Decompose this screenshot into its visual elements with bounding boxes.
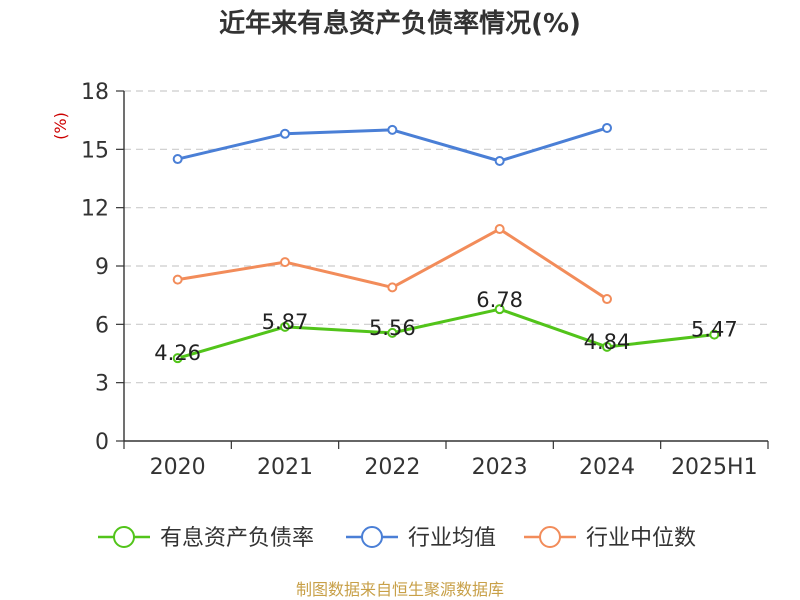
series-line [177, 307, 715, 360]
data-point [709, 329, 720, 340]
data-point [172, 274, 183, 285]
data-point [280, 128, 290, 139]
legend-marker [113, 526, 135, 548]
legend-item[interactable]: 行业均值 [346, 526, 496, 551]
chart-title: 近年来有息资产负债率情况(%) [219, 8, 581, 39]
x-tick-label: 2023 [472, 455, 528, 480]
y-tick-label: 0 [95, 430, 109, 455]
axes [116, 90, 769, 449]
data-label: 6.78 [476, 288, 523, 312]
data-point [280, 321, 290, 332]
data-label: 4.84 [584, 330, 631, 354]
data-point [602, 294, 612, 305]
data-label: 5.47 [691, 318, 738, 342]
data-point [494, 304, 505, 315]
legend-label: 行业均值 [408, 526, 496, 551]
legend-item[interactable]: 行业中位数 [524, 526, 696, 551]
y-axis-unit-label: (%) [51, 112, 70, 140]
x-tick-label: 2024 [579, 455, 635, 480]
series-group [172, 122, 720, 364]
data-labels: 4.26 5.87 5.56 6.78 4.84 5.47 [154, 288, 737, 365]
data-point [387, 282, 398, 293]
legend-marker [539, 526, 561, 548]
data-point [494, 156, 505, 166]
y-tick-label: 15 [81, 138, 109, 163]
legend-label: 有息资产负债率 [160, 526, 314, 551]
x-tick-label: 2022 [364, 455, 420, 480]
x-tick-label: 2021 [257, 455, 313, 480]
y-tick-label: 18 [81, 80, 109, 105]
data-point [387, 124, 398, 135]
data-point [280, 257, 290, 268]
source-note: 制图数据来自恒生聚源数据库 [296, 580, 504, 599]
data-point [602, 341, 612, 352]
data-label: 5.87 [262, 310, 309, 334]
y-tick-label: 12 [81, 197, 109, 222]
x-axis-ticks: 2020 2021 2022 2023 2024 2025H1 [150, 455, 758, 480]
legend-item[interactable]: 有息资产负债率 [98, 526, 314, 551]
data-point [172, 353, 183, 364]
y-axis-ticks: 0 3 6 9 12 15 18 [81, 80, 109, 455]
x-tick-label: 2020 [150, 455, 206, 480]
data-point [172, 154, 183, 165]
x-tick-label: 2025H1 [671, 455, 758, 480]
legend-label: 行业中位数 [586, 526, 696, 551]
data-label: 4.26 [154, 341, 201, 365]
legend-marker [361, 526, 383, 548]
data-point [387, 327, 398, 338]
data-point [494, 224, 505, 235]
data-label: 5.56 [369, 316, 416, 340]
y-tick-label: 6 [95, 313, 109, 338]
y-tick-label: 9 [95, 255, 109, 280]
data-point [602, 122, 612, 133]
y-tick-label: 3 [95, 372, 109, 397]
legend: 有息资产负债率 行业均值 行业中位数 [98, 526, 696, 551]
